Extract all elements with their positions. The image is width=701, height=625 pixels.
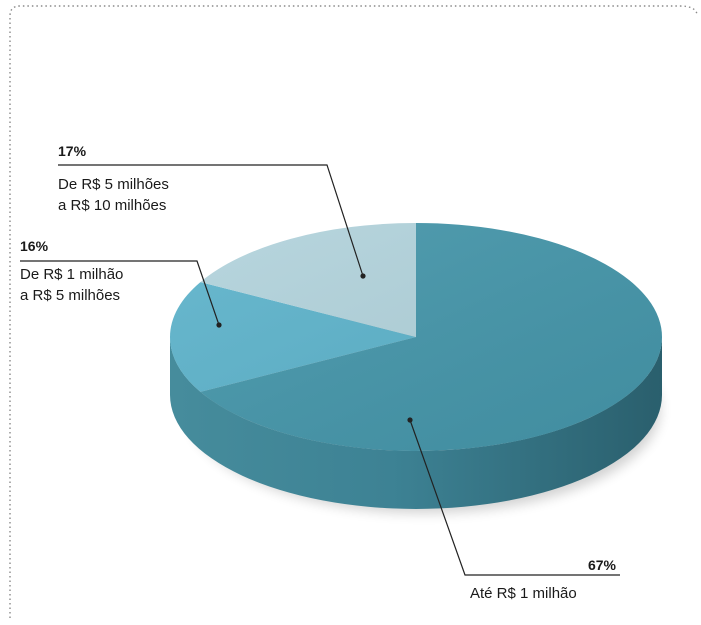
slice-label-line: a R$ 5 milhões xyxy=(20,287,120,304)
leader-line xyxy=(20,260,220,326)
slice-label-ate_1: 67% Até R$ 1 milhão xyxy=(407,417,620,602)
pie-side-wall xyxy=(170,337,662,509)
slice-label-line: De R$ 5 milhões xyxy=(58,176,169,193)
leader-line xyxy=(58,164,364,277)
slice-label-r5_10: 17% De R$ 5 milhões a R$ 10 milhões xyxy=(58,143,366,279)
leader-dot xyxy=(216,322,222,328)
leader-dot xyxy=(360,273,366,279)
slice-percent: 67% xyxy=(588,557,617,573)
slice-percent: 17% xyxy=(58,143,87,159)
slice-percent: 16% xyxy=(20,238,49,254)
leader-line xyxy=(409,419,620,576)
slice-label-r1_5: 16% De R$ 1 milhão a R$ 5 milhões xyxy=(20,238,222,328)
slice-label-line: a R$ 10 milhões xyxy=(58,197,166,214)
slice-label-line: Até R$ 1 milhão xyxy=(470,585,577,602)
leader-dot xyxy=(407,417,413,423)
pie-top-shade xyxy=(170,223,662,451)
slice-label-line: De R$ 1 milhão xyxy=(20,266,123,283)
